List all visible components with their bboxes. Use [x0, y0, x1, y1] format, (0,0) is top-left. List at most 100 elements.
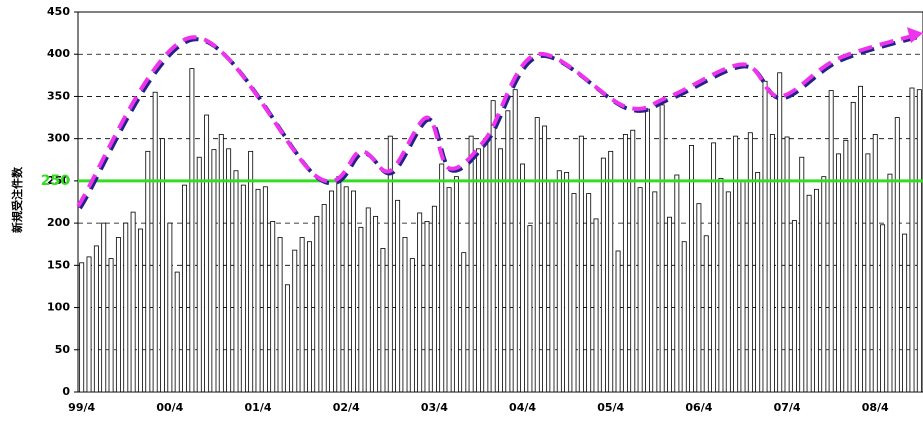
bar	[916, 89, 922, 393]
bar	[549, 180, 555, 393]
x-tick-label: 99/4	[68, 401, 95, 414]
y-tick-label: 250	[47, 174, 70, 187]
bar	[130, 211, 136, 393]
bar	[182, 184, 188, 393]
bar	[880, 224, 886, 393]
bar	[674, 174, 680, 393]
y-tick-label: 450	[47, 5, 70, 18]
bar	[534, 117, 540, 393]
bar	[204, 114, 210, 393]
bar	[527, 225, 533, 393]
bar	[468, 135, 474, 393]
bar	[887, 173, 893, 393]
bar	[505, 110, 511, 393]
bar	[160, 138, 165, 393]
bar	[578, 135, 584, 393]
bar	[395, 199, 401, 393]
y-tick-label: 200	[47, 216, 70, 229]
bar	[894, 117, 900, 393]
bar	[475, 148, 481, 393]
bar	[115, 237, 121, 393]
bar	[608, 150, 614, 393]
bar	[189, 68, 195, 393]
bar	[689, 145, 695, 393]
x-tick-label: 01/4	[245, 401, 272, 414]
bar	[762, 80, 768, 393]
bar	[461, 252, 467, 393]
x-tick-label: 02/4	[333, 401, 360, 414]
bar	[659, 104, 665, 393]
bar	[593, 218, 599, 393]
y-axis-label: 新規受注件数	[10, 166, 24, 233]
bar	[299, 237, 305, 393]
bar	[86, 256, 92, 393]
bar	[512, 89, 518, 393]
y-tick-label: 150	[47, 258, 70, 271]
bar	[564, 172, 570, 393]
bar	[152, 91, 158, 393]
bar	[431, 205, 437, 393]
bar	[652, 191, 658, 393]
bar	[843, 139, 849, 393]
bar	[828, 90, 834, 393]
y-tick-label: 350	[47, 89, 70, 102]
bar	[453, 176, 459, 393]
bar	[240, 184, 246, 393]
bar	[556, 170, 562, 393]
bar	[402, 237, 408, 393]
bar	[644, 108, 650, 393]
bar	[262, 186, 268, 393]
y-tick-label: 100	[47, 301, 70, 314]
bar	[446, 187, 452, 393]
x-tick-label: 00/4	[156, 401, 183, 414]
bar	[696, 203, 702, 393]
bar	[622, 134, 628, 393]
bar	[630, 129, 636, 393]
bar	[586, 193, 592, 393]
bar	[101, 222, 107, 393]
bar	[667, 216, 672, 393]
bar	[902, 233, 908, 393]
x-tick-label: 05/4	[597, 401, 624, 414]
bar	[167, 222, 173, 393]
bar	[806, 194, 812, 393]
bar	[108, 258, 114, 393]
bar	[329, 190, 334, 393]
trend-shadow	[78, 33, 923, 210]
x-tick-label: 03/4	[421, 401, 448, 414]
bar	[681, 241, 687, 393]
bar	[769, 134, 775, 393]
bar	[850, 101, 856, 393]
bar	[292, 249, 298, 393]
bar	[174, 271, 180, 393]
bar	[358, 226, 364, 393]
bar	[218, 134, 224, 393]
bar	[306, 241, 312, 393]
reference-label: 250	[41, 173, 70, 189]
bar	[373, 215, 379, 393]
x-tick-label: 07/4	[774, 401, 801, 414]
bar	[284, 284, 290, 393]
bar	[571, 193, 577, 393]
bar	[255, 188, 261, 393]
bar	[123, 222, 129, 393]
bar	[351, 190, 357, 393]
bar	[137, 228, 143, 393]
bar	[909, 87, 915, 393]
bar	[490, 100, 496, 393]
bar	[211, 149, 217, 393]
bar	[277, 237, 283, 393]
bar	[733, 135, 739, 393]
y-tick-label: 300	[47, 132, 70, 145]
bar	[520, 163, 526, 393]
bar	[725, 191, 731, 393]
bar	[865, 153, 871, 393]
bar	[799, 156, 805, 393]
bar	[409, 258, 415, 393]
bar	[365, 207, 371, 393]
bar	[703, 235, 709, 393]
bar	[791, 220, 797, 393]
bar	[343, 186, 349, 393]
bar	[542, 125, 548, 393]
bar	[196, 156, 202, 393]
